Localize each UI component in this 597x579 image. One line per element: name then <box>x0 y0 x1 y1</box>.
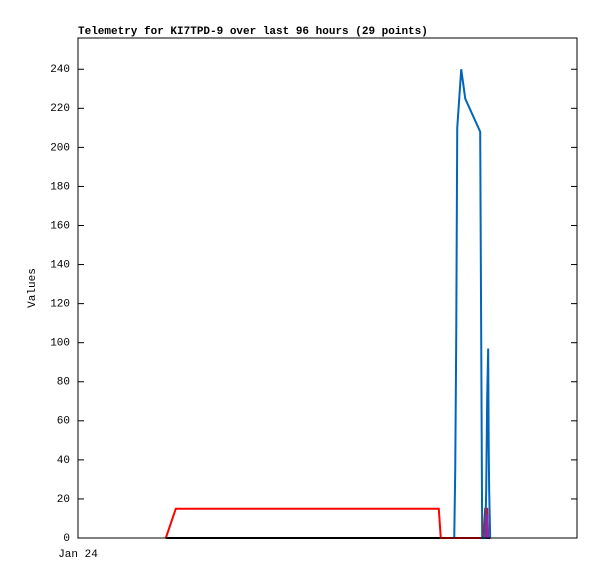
y-tick-label: 80 <box>57 377 70 389</box>
y-tick-label: 20 <box>57 494 70 506</box>
x-tick-label: Jan 24 <box>58 549 98 561</box>
series-line <box>485 514 490 539</box>
series-line <box>453 69 492 539</box>
y-tick-label: 220 <box>50 103 70 115</box>
y-tick-label: 200 <box>50 142 70 154</box>
chart-title: Telemetry for KI7TPD-9 over last 96 hour… <box>78 26 428 38</box>
y-tick-label: 140 <box>50 259 70 271</box>
y-tick-label: 0 <box>63 533 70 545</box>
y-tick-label: 60 <box>57 416 70 428</box>
y-axis-label: Values <box>27 268 39 308</box>
y-tick-label: 160 <box>50 220 70 232</box>
y-tick-label: 120 <box>50 299 70 311</box>
y-tick-label: 180 <box>50 181 70 193</box>
y-tick-label: 100 <box>50 338 70 350</box>
plot-border <box>77 37 578 539</box>
y-tick-label: 240 <box>50 64 70 76</box>
y-tick-label: 40 <box>57 455 70 467</box>
